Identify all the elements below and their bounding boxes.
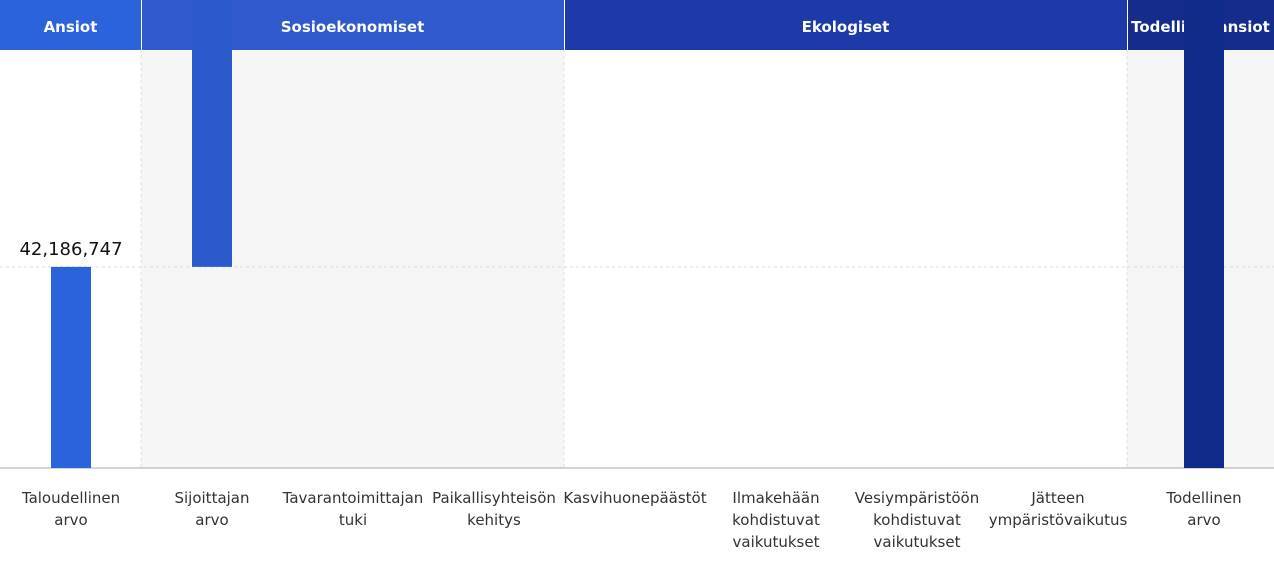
group-header (565, 0, 1127, 50)
category-label: Todellinen arvo (1165, 489, 1241, 529)
category-label: Taloudellinen arvo (21, 489, 120, 529)
category-label: Kasvihuonepäästöt (563, 489, 706, 507)
bar (51, 266, 91, 468)
category-label: Jätteen ympäristövaikutus (989, 489, 1128, 529)
category-label: Sijoittajan arvo (174, 489, 249, 529)
category-label: Ilmakehään kohdistuvat vaikutukset (732, 489, 820, 551)
group-header (0, 0, 141, 50)
bar (192, 0, 232, 267)
data-label: 42,186,747 (19, 239, 122, 260)
category-label: Vesiympäristöön kohdistuvat vaikutukset (855, 489, 979, 551)
group-header-label: Ekologiset (802, 18, 890, 36)
group-header-label: Ansiot (44, 18, 98, 36)
bar (1184, 0, 1224, 469)
category-label: Tavarantoimittajan tuki (282, 489, 424, 529)
category-label: Paikallisyhteisön kehitys (432, 489, 556, 529)
group-header-label: Sosioekonomiset (281, 18, 425, 36)
